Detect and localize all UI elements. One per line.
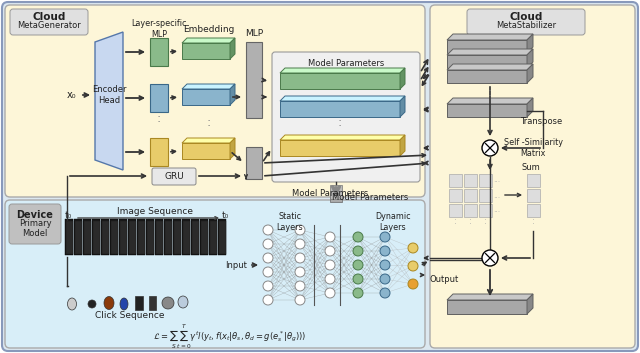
Polygon shape — [447, 70, 527, 83]
Polygon shape — [447, 34, 533, 40]
Bar — [527, 189, 540, 202]
Circle shape — [353, 232, 363, 242]
Circle shape — [325, 288, 335, 298]
Ellipse shape — [162, 297, 174, 309]
Text: $\mathcal{L} = \sum_S \sum_{t=0}^{T} \gamma^t l(y_t, f(x_t|\theta_s, \theta_d = : $\mathcal{L} = \sum_S \sum_{t=0}^{T} \ga… — [153, 323, 307, 352]
Circle shape — [353, 246, 363, 256]
Bar — [527, 204, 540, 217]
FancyBboxPatch shape — [10, 9, 88, 35]
Text: Model: Model — [22, 228, 48, 238]
Polygon shape — [280, 140, 400, 156]
Bar — [83, 219, 91, 255]
Circle shape — [353, 274, 363, 284]
Polygon shape — [182, 43, 230, 59]
Bar — [218, 219, 226, 255]
Bar — [155, 219, 163, 255]
Circle shape — [295, 267, 305, 277]
Bar — [209, 219, 217, 255]
Text: Input: Input — [225, 261, 247, 269]
FancyBboxPatch shape — [5, 200, 425, 348]
Circle shape — [263, 253, 273, 263]
Text: Click Sequence: Click Sequence — [95, 311, 164, 321]
Text: Model Parameters: Model Parameters — [292, 189, 368, 197]
Text: :: : — [338, 115, 342, 128]
Text: Transpose: Transpose — [520, 116, 562, 126]
Polygon shape — [230, 38, 235, 59]
Circle shape — [380, 274, 390, 284]
Bar — [246, 147, 262, 179]
FancyBboxPatch shape — [5, 5, 425, 197]
Bar — [92, 219, 100, 255]
Bar — [527, 174, 540, 187]
Circle shape — [380, 232, 390, 242]
Circle shape — [380, 246, 390, 256]
Circle shape — [263, 295, 273, 305]
Polygon shape — [447, 300, 527, 314]
Text: t₀: t₀ — [65, 210, 72, 220]
Bar — [449, 204, 462, 217]
Circle shape — [325, 232, 335, 242]
Polygon shape — [400, 135, 405, 156]
Bar — [119, 219, 127, 255]
Text: ...: ... — [493, 205, 500, 215]
Text: MLP: MLP — [245, 29, 263, 37]
Bar — [150, 138, 168, 166]
Circle shape — [263, 225, 273, 235]
Bar — [182, 219, 190, 255]
Text: Cloud: Cloud — [32, 12, 66, 22]
Polygon shape — [280, 73, 400, 89]
Text: Static
Layers: Static Layers — [276, 212, 303, 232]
Text: :: : — [484, 217, 486, 227]
Bar — [191, 219, 199, 255]
Circle shape — [380, 260, 390, 270]
Text: :: : — [454, 217, 456, 227]
Bar — [102, 221, 109, 253]
FancyBboxPatch shape — [152, 168, 196, 185]
Text: Primary: Primary — [19, 220, 51, 228]
Bar — [129, 221, 136, 253]
Polygon shape — [447, 98, 533, 104]
Polygon shape — [527, 34, 533, 53]
Bar — [149, 296, 156, 310]
Ellipse shape — [67, 298, 77, 310]
Bar — [138, 221, 145, 253]
Text: Image Sequence: Image Sequence — [117, 207, 193, 215]
FancyBboxPatch shape — [467, 9, 585, 35]
FancyBboxPatch shape — [272, 52, 420, 182]
Circle shape — [325, 274, 335, 284]
Bar — [150, 84, 168, 112]
Polygon shape — [280, 135, 405, 140]
Bar — [479, 174, 492, 187]
Bar — [479, 204, 492, 217]
Text: GRU: GRU — [164, 172, 184, 181]
Polygon shape — [527, 98, 533, 117]
Ellipse shape — [104, 297, 114, 310]
Polygon shape — [447, 104, 527, 117]
Circle shape — [482, 250, 498, 266]
Text: Device: Device — [17, 210, 53, 220]
Polygon shape — [182, 38, 235, 43]
Polygon shape — [400, 96, 405, 117]
Circle shape — [325, 260, 335, 270]
Bar — [330, 185, 342, 199]
Polygon shape — [527, 49, 533, 68]
Circle shape — [295, 281, 305, 291]
Text: :: : — [157, 112, 161, 125]
Bar — [128, 219, 136, 255]
Polygon shape — [447, 294, 533, 300]
Bar — [464, 189, 477, 202]
Text: :: : — [488, 85, 492, 98]
Polygon shape — [527, 294, 533, 314]
Polygon shape — [280, 101, 400, 117]
Polygon shape — [447, 49, 533, 55]
Bar — [479, 189, 492, 202]
Polygon shape — [182, 84, 235, 89]
Text: Cloud: Cloud — [509, 12, 543, 22]
Bar — [173, 221, 180, 253]
Circle shape — [408, 261, 418, 271]
Text: :: : — [532, 217, 534, 227]
Text: ...: ... — [493, 191, 500, 199]
Bar — [330, 193, 342, 202]
Circle shape — [408, 243, 418, 253]
